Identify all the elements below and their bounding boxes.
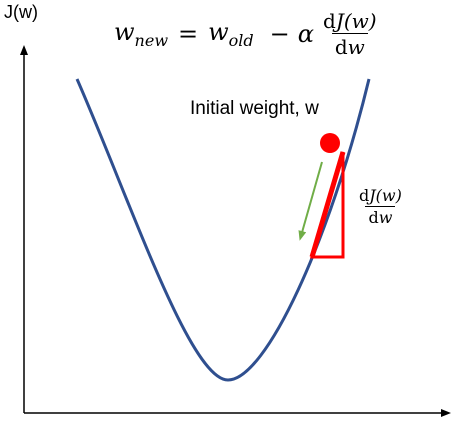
formula-alpha: α (297, 20, 314, 48)
triangle-derivative-label: dJ(w) dw (359, 186, 402, 227)
tangent-line (309, 151, 346, 258)
formula-w-old: wold (208, 18, 254, 50)
descent-arrow (298, 161, 323, 241)
formula-equals: = (178, 20, 199, 48)
formula-w-new: wnew (114, 18, 169, 50)
y-axis-label: J(w) (4, 2, 38, 22)
initial-weight-label: Initial weight, w (190, 98, 319, 119)
cost-curve (75, 78, 371, 382)
initial-weight-point (320, 133, 340, 153)
formula-derivative: dJ(w) dw (323, 9, 377, 59)
formula-minus: − (269, 20, 290, 48)
update-rule-formula: wnew = wold − α dJ(w) dw (114, 6, 380, 62)
